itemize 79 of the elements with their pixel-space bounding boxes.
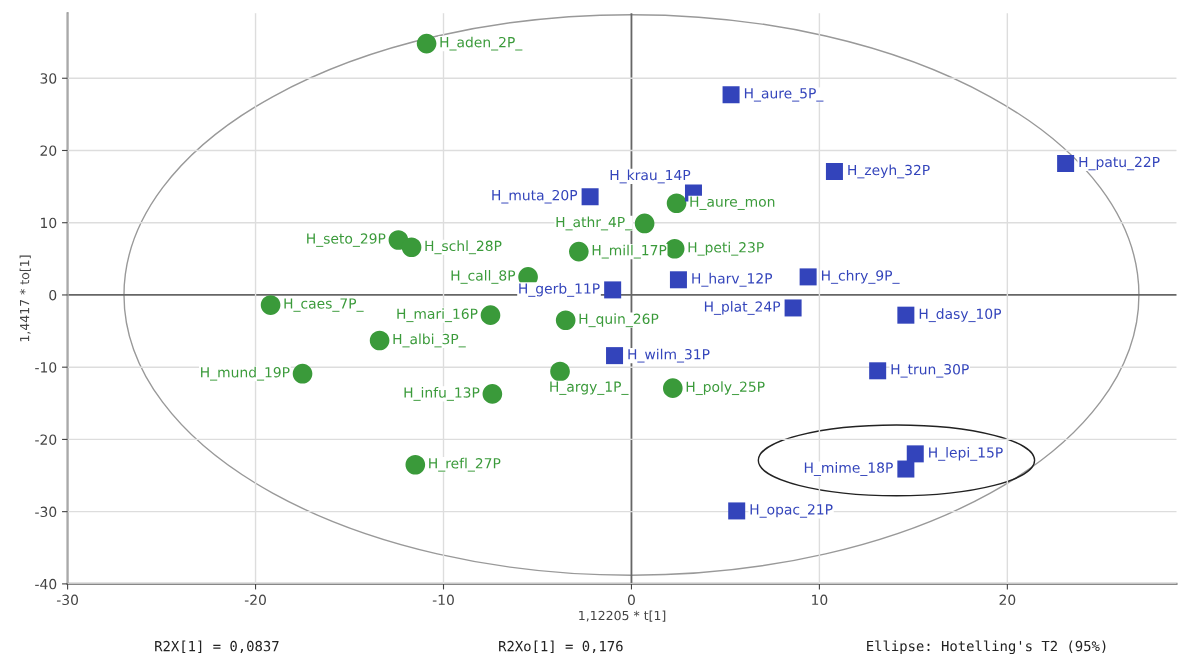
point: [550, 361, 570, 382]
annotation: H_aure_mon: [690, 196, 775, 210]
y-tick-label: 10: [41, 217, 57, 229]
point: [416, 33, 437, 54]
annotation: H_peti_23P: [688, 241, 764, 256]
point: [292, 363, 313, 384]
text: Ellipse: Hotelling's T2 (95%): [867, 640, 1106, 655]
point: [662, 378, 683, 398]
x-tick-label: 20: [999, 594, 1016, 606]
point: [606, 347, 624, 365]
y-tick-label: -10: [35, 362, 57, 373]
annotation: H_lepi_15P: [929, 446, 1003, 461]
annotation: H_infu_13P: [404, 387, 480, 401]
y-tick-label: -30: [35, 506, 57, 518]
point: [555, 310, 576, 331]
y-tick-label: 0: [49, 289, 57, 301]
annotation: H_krau_14P: [610, 169, 691, 184]
annotation: H_seto_29P: [307, 233, 386, 247]
x-axis-title: 1,12205 * t[1]: [579, 610, 666, 622]
point: [728, 502, 746, 520]
point: [666, 193, 687, 214]
point: [1057, 154, 1075, 172]
point: [799, 268, 817, 286]
annotation: H_trun_30P: [891, 364, 969, 378]
x-tick-label: -30: [56, 594, 79, 606]
annotation: H_argy_1P_: [550, 381, 629, 395]
point: [604, 281, 622, 299]
y-tick-label: -40: [35, 578, 57, 590]
annotation: H_plat_24P: [704, 301, 781, 315]
annotation: H_call_8P: [451, 269, 516, 284]
annotation: H_albi_3P_: [393, 333, 466, 348]
annotation: H_caes_7P_: [284, 298, 364, 312]
annotation: H_mill_17P: [592, 244, 667, 259]
point: [897, 306, 915, 324]
point: [669, 271, 687, 289]
point: [482, 384, 503, 404]
annotation: H_refl_27P: [429, 457, 501, 472]
annotation: H_mari_16P: [397, 308, 478, 323]
point: [569, 241, 589, 262]
point: [581, 188, 599, 206]
annotation: H_harv_12P: [692, 272, 773, 287]
y-tick-label: 30: [40, 73, 57, 84]
point: [634, 213, 655, 234]
y-tick-label: 20: [40, 145, 57, 156]
point: [869, 362, 887, 380]
x-tick-label: 0: [627, 594, 635, 606]
annotation: H_athr_4P_: [556, 216, 633, 231]
annotation: H_zeyh_32P: [848, 164, 930, 179]
x-tick-label: -10: [432, 594, 454, 606]
point: [897, 460, 915, 478]
point: [906, 445, 924, 463]
annotation: H_gerb_11P: [519, 282, 600, 297]
annotation: H_opac_21P: [750, 504, 833, 518]
annotation: H_patu_22P: [1079, 156, 1160, 171]
annotation: H_quin_26P: [579, 313, 659, 328]
text: R2Xo[1] = 0,176: [499, 640, 623, 654]
x-tick-label: 10: [812, 594, 828, 606]
annotation: H_wilm_31P: [628, 348, 710, 363]
point: [722, 86, 740, 104]
annotation: H_mime_18P: [804, 462, 893, 476]
annotation: H_muta_20P: [492, 189, 578, 204]
point: [369, 330, 390, 351]
point: [260, 295, 281, 315]
text: R2X[1] = 0,0837: [155, 640, 279, 654]
x-tick-label: -20: [244, 594, 266, 606]
point: [784, 299, 802, 317]
annotation: H_mund_19P: [201, 366, 290, 381]
point: [401, 237, 422, 258]
point: [480, 305, 501, 325]
point: [825, 162, 843, 180]
annotation: H_aure_5P_: [744, 88, 824, 102]
annotation: H_dasy_10P: [919, 308, 1002, 323]
annotation: H_poly_25P: [686, 381, 765, 396]
annotation: H_schl_28P: [425, 240, 502, 255]
y-axis-title: 1,4417 * to[1]: [19, 255, 31, 342]
annotation: H_aden_2P_: [440, 36, 523, 51]
point: [405, 454, 426, 475]
y-tick-label: -20: [35, 434, 57, 445]
annotation: H_chry_9P_: [821, 269, 900, 284]
